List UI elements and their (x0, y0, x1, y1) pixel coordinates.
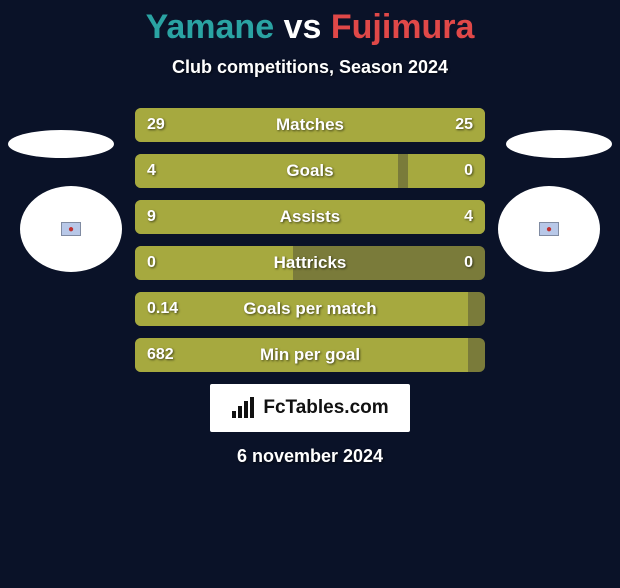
stat-row: 40Goals (135, 154, 485, 188)
stats-container: 2925Matches 40Goals 94Assists 00Hattricks 0.… (135, 108, 485, 372)
stat-label: Goals per match (135, 292, 485, 326)
page-title: Yamane vs Fujimura (0, 8, 620, 47)
flag-right-icon: ● (539, 222, 559, 236)
date-text: 6 november 2024 (0, 446, 620, 467)
stat-row: 94Assists (135, 200, 485, 234)
stat-row: 0.14Goals per match (135, 292, 485, 326)
team-ellipse-left (8, 130, 114, 158)
flag-left-dot: ● (68, 224, 74, 235)
flag-left-icon: ● (61, 222, 81, 236)
fctables-logo-icon (231, 397, 257, 419)
subtitle: Club competitions, Season 2024 (0, 57, 620, 78)
title-player1: Yamane (146, 8, 275, 46)
title-player2: Fujimura (331, 8, 475, 46)
player-circle-right: ● (498, 186, 600, 272)
branding-text: FcTables.com (263, 397, 388, 419)
stat-label: Min per goal (135, 338, 485, 372)
title-vs: vs (284, 8, 322, 46)
stat-label: Goals (135, 154, 485, 188)
stat-row: 2925Matches (135, 108, 485, 142)
stat-row: 682Min per goal (135, 338, 485, 372)
branding-badge: FcTables.com (210, 384, 410, 432)
flag-right-dot: ● (546, 224, 552, 235)
stat-row: 00Hattricks (135, 246, 485, 280)
player-circle-left: ● (20, 186, 122, 272)
stat-label: Assists (135, 200, 485, 234)
stat-label: Hattricks (135, 246, 485, 280)
stat-label: Matches (135, 108, 485, 142)
team-ellipse-right (506, 130, 612, 158)
